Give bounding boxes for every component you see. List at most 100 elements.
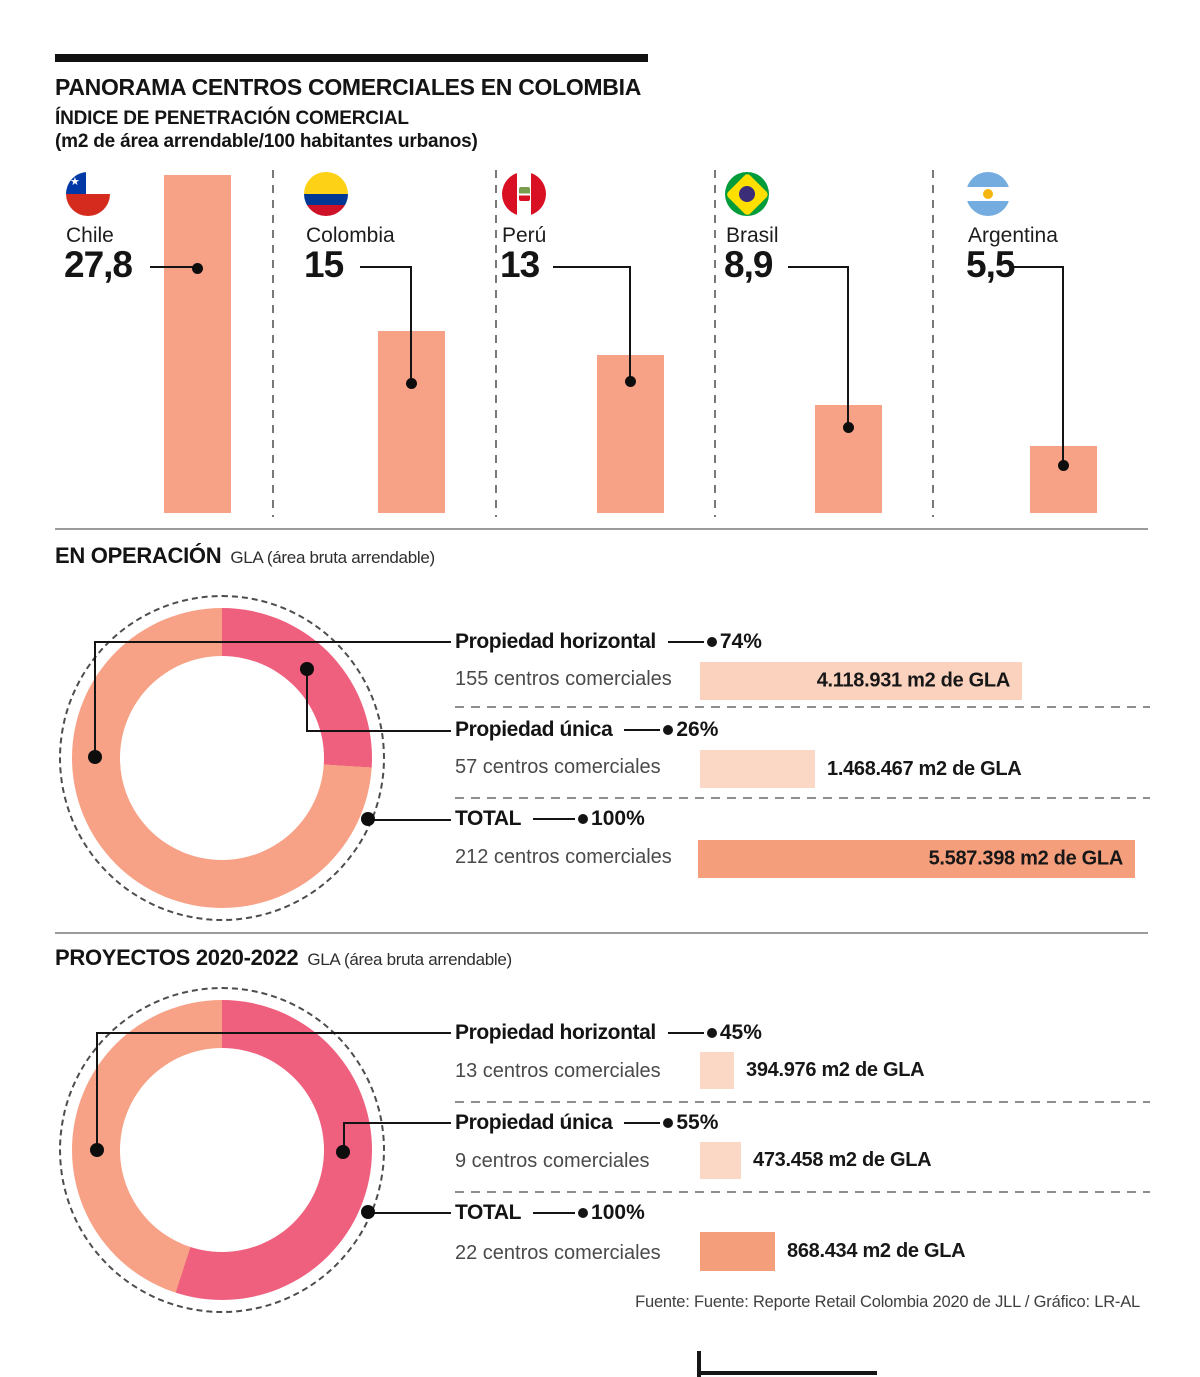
leader-line [553, 266, 631, 268]
pct-dot [578, 814, 589, 824]
pct-dot [663, 725, 674, 735]
leader-dot [406, 378, 417, 389]
country-value: 15 [304, 244, 344, 285]
gla-bar-row: 473.458 m2 de GLA [700, 1142, 932, 1179]
source-credit: Fuente: Fuente: Reporte Retail Colombia … [635, 1293, 1140, 1311]
row-label-total: TOTAL 100% [455, 807, 645, 831]
leader-line [343, 1122, 451, 1124]
row-label-propiedad-horizontal: Propiedad horizontal 74% [455, 630, 762, 654]
leader-line [368, 819, 451, 821]
crop-artifact-tick [697, 1351, 701, 1377]
gla-bar [700, 1232, 775, 1271]
leader-line [96, 1032, 451, 1034]
column-divider [272, 170, 274, 517]
row-label: Propiedad única [455, 1111, 613, 1134]
row-pct: 100% [591, 1201, 645, 1224]
leader-dot [1058, 460, 1069, 471]
gla-bar-row: 868.434 m2 de GLA [700, 1232, 966, 1271]
chart-subtitle: ÍNDICE DE PENETRACIÓN COMERCIAL [55, 108, 409, 129]
leader-line [96, 1032, 98, 1150]
row-count: 9 centros comerciales [455, 1150, 650, 1172]
column-divider [932, 170, 934, 517]
country-label: Perú [502, 224, 547, 247]
section-title: EN OPERACIÓN [55, 543, 222, 568]
leader-line [368, 1212, 451, 1214]
gla-value: 473.458 m2 de GLA [753, 1149, 932, 1171]
leader-line [94, 641, 451, 643]
brasil-flag-icon [725, 172, 769, 216]
row-count: 155 centros comerciales [455, 668, 672, 690]
row-label-propiedad-unica: Propiedad única 55% [455, 1111, 718, 1135]
row-count: 212 centros comerciales [455, 846, 672, 868]
donut-hole [120, 1048, 324, 1252]
country-label: Brasil [726, 224, 779, 247]
section-heading-proyectos: PROYECTOS 2020-2022 GLA (área bruta arre… [55, 945, 512, 971]
leader-dot [361, 1205, 375, 1219]
donut-outline [59, 595, 385, 921]
leader-line [410, 267, 412, 383]
leader-line [306, 730, 451, 732]
row-divider [455, 1101, 1150, 1103]
column-divider [495, 170, 497, 517]
gla-bar [700, 1052, 734, 1089]
connector-line [533, 818, 576, 820]
gla-bar: 4.118.931 m2 de GLA [700, 662, 1022, 700]
gla-value: 1.468.467 m2 de GLA [827, 757, 1022, 780]
row-pct: 26% [676, 718, 719, 741]
argentina-flag-icon [966, 172, 1010, 216]
row-label: TOTAL [455, 807, 522, 830]
row-divider [455, 706, 1150, 708]
leader-line [360, 266, 412, 268]
leader-line [788, 266, 849, 268]
column-divider [714, 170, 716, 517]
row-label: TOTAL [455, 1201, 522, 1224]
country-value: 5,5 [966, 244, 1015, 285]
section-subtitle: GLA (área bruta arrendable) [307, 950, 512, 969]
row-count: 13 centros comerciales [455, 1060, 661, 1082]
leader-line [1011, 266, 1064, 268]
gla-bar-row: 4.118.931 m2 de GLA [700, 662, 1022, 700]
leader-line [629, 267, 631, 381]
row-pct: 45% [719, 1021, 762, 1044]
connector-line [667, 641, 704, 643]
top-rule [55, 54, 648, 62]
row-label: Propiedad única [455, 718, 613, 741]
gla-value: 868.434 m2 de GLA [787, 1240, 966, 1262]
row-count: 57 centros comerciales [455, 756, 661, 778]
row-count: 22 centros comerciales [455, 1242, 661, 1264]
leader-dot [192, 263, 203, 274]
pct-dot [706, 637, 717, 647]
gla-bar-row: 394.976 m2 de GLA [700, 1052, 925, 1089]
leader-line [94, 641, 96, 757]
leader-dot [361, 812, 375, 826]
country-label: Colombia [306, 224, 395, 247]
connector-line [624, 1122, 661, 1124]
leader-line [150, 266, 197, 268]
country-value: 27,8 [64, 244, 133, 285]
gla-bar: 5.587.398 m2 de GLA [698, 840, 1135, 878]
gla-bar [700, 1142, 741, 1179]
chart-unit-note: (m2 de área arrendable/100 habitantes ur… [55, 131, 478, 152]
country-label: Chile [66, 224, 114, 247]
gla-bar-row: 1.468.467 m2 de GLA [700, 750, 1022, 788]
leader-line [847, 267, 849, 427]
pct-dot [706, 1028, 717, 1038]
leader-dot [90, 1143, 104, 1157]
row-divider [455, 797, 1150, 799]
donut-hole [120, 656, 324, 860]
leader-line [306, 669, 308, 731]
donut-outline [59, 987, 385, 1313]
section-title: PROYECTOS 2020-2022 [55, 945, 299, 970]
colombia-flag-icon [304, 172, 348, 216]
row-label-propiedad-unica: Propiedad única 26% [455, 718, 718, 742]
gla-value: 4.118.931 m2 de GLA [816, 669, 1011, 692]
peru-flag-icon [502, 172, 546, 216]
pct-dot [578, 1208, 589, 1218]
section-subtitle: GLA (área bruta arrendable) [230, 548, 435, 567]
row-pct: 55% [676, 1111, 719, 1134]
row-label: Propiedad horizontal [455, 1021, 656, 1044]
bar-chile [164, 175, 231, 513]
leader-dot [336, 1145, 350, 1159]
section-divider [55, 932, 1148, 934]
